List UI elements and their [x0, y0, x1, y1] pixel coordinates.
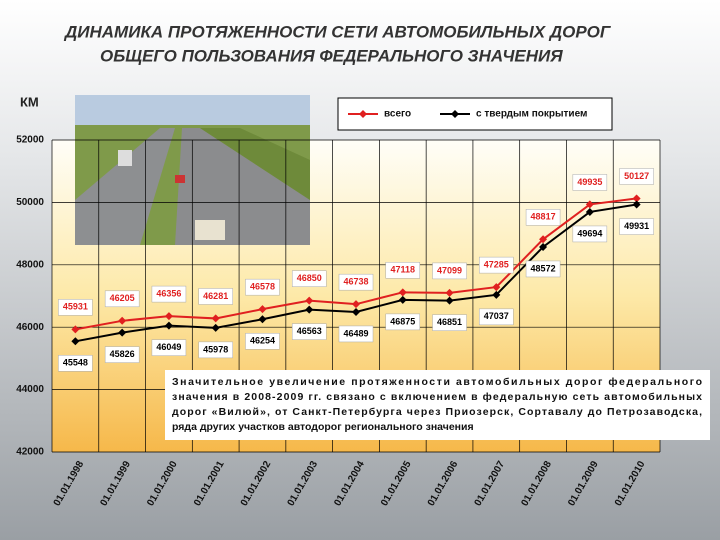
data-label: 48817 — [531, 212, 556, 222]
data-label: 46281 — [203, 291, 228, 301]
annotation-box — [165, 370, 710, 440]
data-label: 46578 — [250, 282, 275, 292]
data-label-box — [198, 288, 233, 305]
data-label: 48572 — [531, 263, 556, 273]
point — [352, 300, 360, 309]
point — [539, 242, 548, 251]
data-label: 46851 — [437, 317, 462, 327]
data-label-box — [619, 218, 654, 235]
point — [118, 328, 127, 337]
legend-marker — [451, 110, 459, 118]
data-label-box — [198, 341, 233, 359]
data-label-box — [338, 273, 374, 291]
data-label-box — [58, 355, 93, 372]
point — [211, 323, 220, 332]
data-label-box — [104, 290, 140, 308]
point — [258, 305, 267, 314]
point — [398, 295, 407, 304]
point — [118, 316, 127, 325]
data-label-box — [432, 314, 467, 331]
point — [492, 290, 501, 299]
legend-label: с твердым покрытием — [476, 109, 587, 120]
point — [445, 296, 454, 305]
data-label-box — [525, 209, 561, 226]
data-label: 46356 — [156, 288, 181, 298]
chart-title: ОБЩЕГО ПОЛЬЗОВАНИЯ ФЕДЕРАЛЬНОГО ЗНАЧЕНИЯ — [100, 46, 563, 65]
data-label: 46563 — [297, 326, 322, 336]
data-label-box — [151, 339, 187, 356]
data-label-box — [245, 278, 280, 296]
data-label: 46049 — [156, 342, 181, 352]
point — [539, 235, 548, 244]
data-label: 50127 — [624, 171, 649, 181]
data-label-box — [58, 299, 93, 316]
y-tick-label: 44000 — [16, 384, 44, 395]
data-label: 46205 — [110, 293, 135, 303]
point — [164, 321, 173, 330]
data-label-box — [291, 323, 327, 340]
point — [398, 288, 407, 297]
point — [445, 288, 454, 297]
y-tick-label: 50000 — [16, 197, 44, 208]
data-label: 46254 — [250, 336, 275, 346]
data-label: 46738 — [343, 277, 368, 287]
annotation: значения в 2008-2009 гг. связано с включ… — [172, 391, 702, 403]
point — [71, 337, 80, 346]
point — [492, 283, 501, 292]
data-label: 45826 — [110, 349, 135, 359]
data-label-box — [385, 313, 421, 331]
annotation: дорог «Вилюй», от Санкт-Петербурга через… — [172, 406, 702, 418]
data-label-box — [385, 262, 421, 279]
legend-marker — [359, 110, 367, 118]
legend — [337, 97, 613, 131]
y-tick-label: 48000 — [16, 259, 44, 270]
data-label-box — [245, 333, 280, 350]
data-label-box — [291, 270, 327, 287]
point — [305, 305, 314, 314]
y-tick-label: 52000 — [16, 135, 44, 146]
data-label: 47099 — [437, 265, 462, 275]
data-label-box — [525, 260, 561, 278]
legend-label: всего — [384, 109, 411, 120]
point — [71, 325, 80, 334]
y-axis-label: КМ — [20, 94, 39, 109]
point — [305, 296, 314, 305]
point — [585, 207, 594, 216]
data-label-box — [104, 346, 140, 363]
data-label: 47037 — [484, 311, 509, 321]
data-label: 45978 — [203, 344, 228, 354]
data-label: 45548 — [63, 358, 88, 368]
data-label-box — [479, 256, 514, 274]
data-label-box — [619, 168, 654, 185]
data-label-box — [572, 174, 608, 191]
data-label: 47118 — [391, 265, 416, 275]
point — [211, 314, 220, 323]
point — [632, 194, 641, 203]
data-label: 47285 — [484, 259, 509, 269]
data-label-box — [338, 325, 374, 343]
annotation: ряда других участков автодорог региональ… — [172, 421, 474, 433]
y-tick-label: 42000 — [16, 447, 44, 458]
data-label: 46850 — [297, 273, 322, 283]
point — [585, 200, 594, 209]
data-label-box — [151, 285, 187, 303]
point — [164, 312, 173, 321]
data-label: 49694 — [577, 228, 602, 238]
data-label-box — [572, 225, 608, 243]
data-label: 45931 — [63, 302, 88, 312]
point — [632, 200, 641, 209]
point — [258, 315, 267, 324]
data-label: 49931 — [624, 221, 649, 231]
annotation: Значительное увеличение протяженности ав… — [172, 376, 702, 388]
data-label-box — [479, 308, 514, 326]
point — [352, 307, 360, 316]
chart-title: ДИНАМИКА ПРОТЯЖЕННОСТИ СЕТИ АВТОМОБИЛЬНЫ… — [63, 22, 612, 41]
data-label: 46875 — [390, 316, 415, 326]
data-label: 46489 — [343, 328, 368, 338]
y-tick-label: 46000 — [16, 322, 44, 333]
data-label: 49935 — [577, 177, 602, 187]
data-label-box — [432, 262, 467, 280]
